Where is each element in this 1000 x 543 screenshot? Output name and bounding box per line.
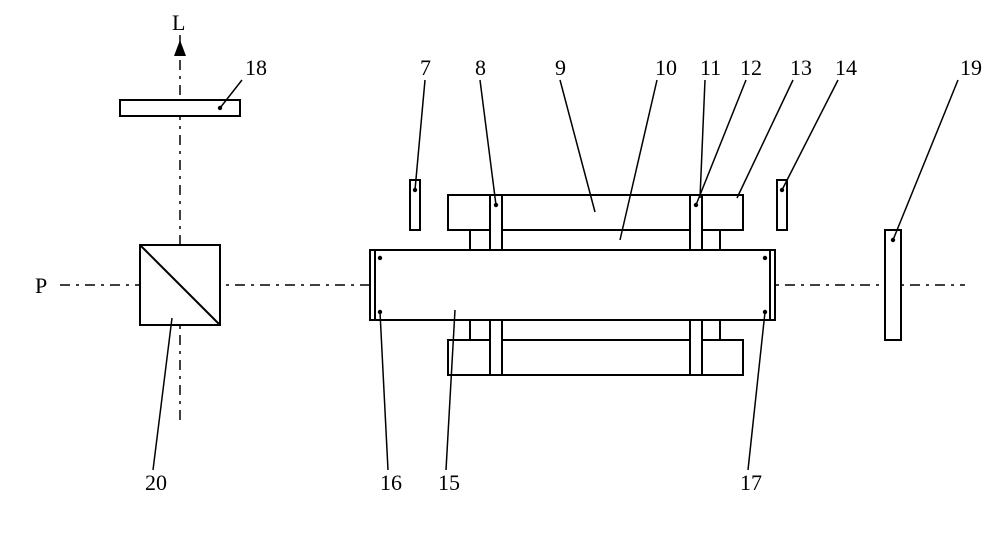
label-L: L xyxy=(172,10,185,35)
label-n8: 8 xyxy=(475,55,486,80)
leader-l7 xyxy=(415,80,425,190)
label-n18: 18 xyxy=(245,55,267,80)
arrow-L xyxy=(174,40,186,56)
label-n9: 9 xyxy=(555,55,566,80)
dot-dot17_a xyxy=(763,256,767,260)
label-n12: 12 xyxy=(740,55,762,80)
label-P: P xyxy=(35,273,47,298)
label-n13: 13 xyxy=(790,55,812,80)
label-n14: 14 xyxy=(835,55,857,80)
label-n7: 7 xyxy=(420,55,431,80)
label-n11: 11 xyxy=(700,55,721,80)
leader-l11 xyxy=(700,80,705,198)
leader-l8 xyxy=(480,80,496,205)
label-n19: 19 xyxy=(960,55,982,80)
schematic-diagram: L P 7 8 9 10 11 12 13 14 19 18 20 16 15 17 xyxy=(0,0,1000,543)
end-cap-17 xyxy=(770,250,775,320)
leader-l17 xyxy=(748,312,765,470)
bar-8-bottom xyxy=(490,320,502,375)
label-n10: 10 xyxy=(655,55,677,80)
slab-10-top xyxy=(470,230,720,250)
leader-l19 xyxy=(893,80,958,240)
plate-19 xyxy=(885,230,901,340)
leader-l16 xyxy=(380,312,388,470)
label-n17: 17 xyxy=(740,470,762,495)
label-n16: 16 xyxy=(380,470,402,495)
end-cap-16 xyxy=(370,250,375,320)
leader-l20 xyxy=(153,318,172,470)
leader-l14 xyxy=(782,80,838,190)
tube-15 xyxy=(375,250,770,320)
label-n20: 20 xyxy=(145,470,167,495)
shapes-group xyxy=(120,100,901,375)
bar-12-bottom xyxy=(690,320,702,375)
leader-l9 xyxy=(560,80,595,212)
leader-l15 xyxy=(446,310,455,470)
dot-dot16_a xyxy=(378,256,382,260)
label-n15: 15 xyxy=(438,470,460,495)
plate-14 xyxy=(777,180,787,230)
slab-10-bottom xyxy=(470,320,720,340)
